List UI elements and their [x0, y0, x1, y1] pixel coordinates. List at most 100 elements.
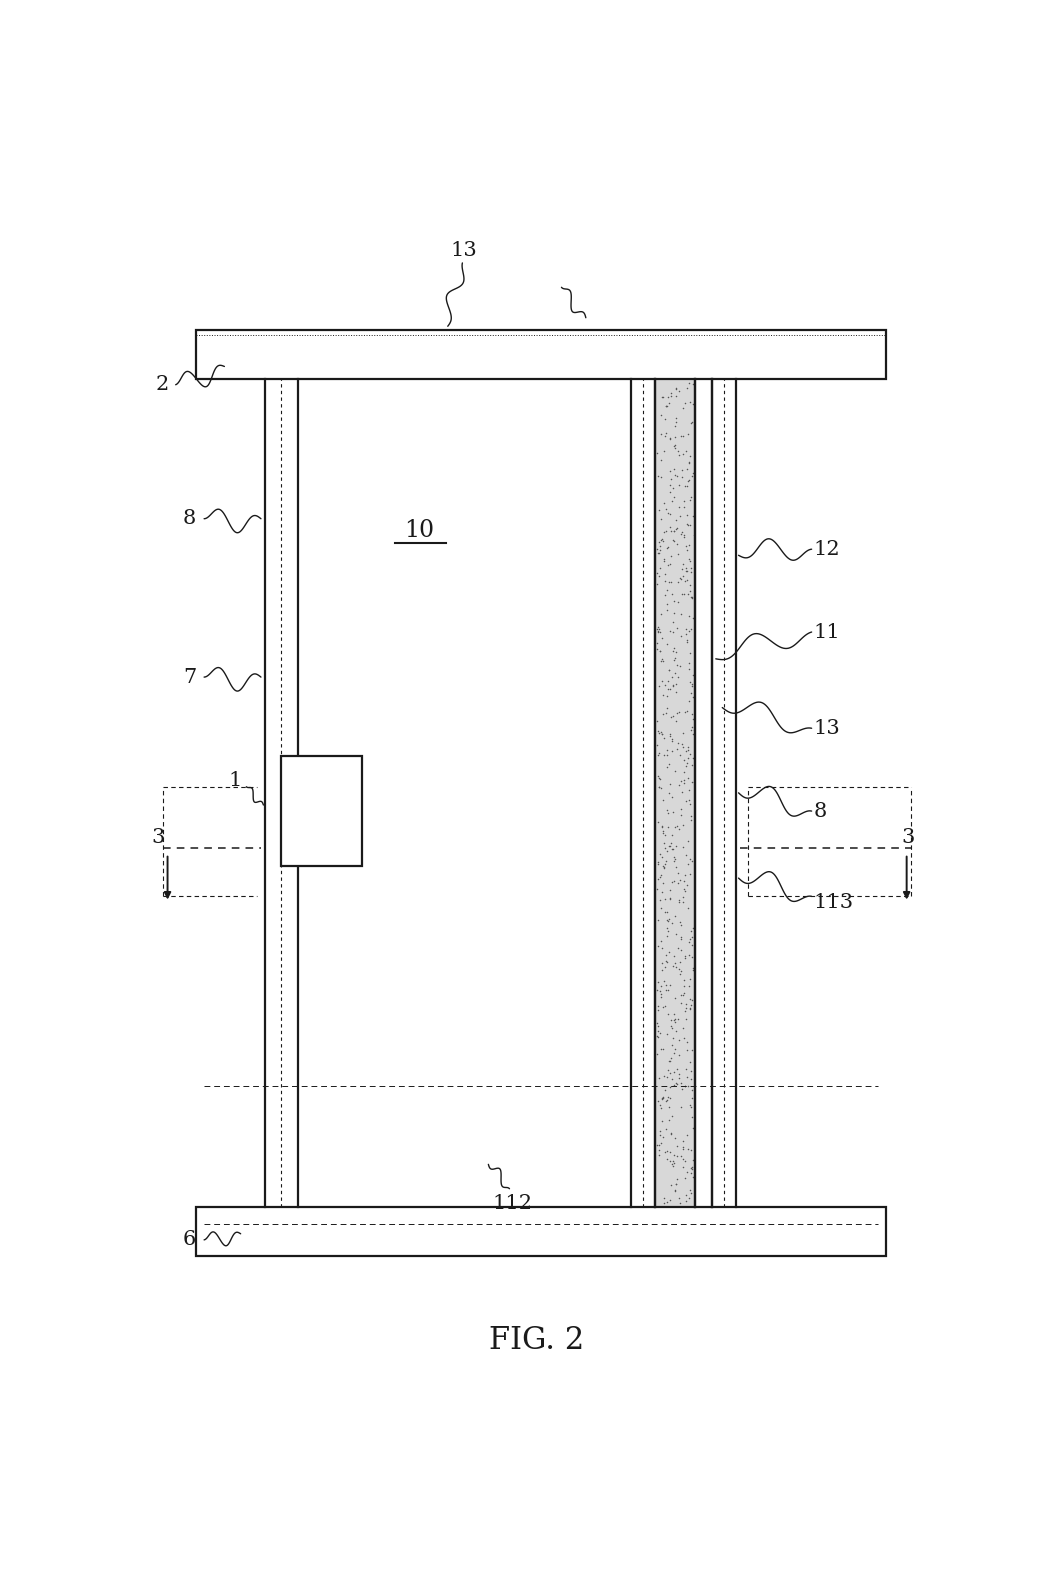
Point: [684, 503, 701, 528]
Point: [676, 494, 693, 519]
Point: [667, 1036, 683, 1062]
Point: [652, 842, 669, 867]
Point: [655, 490, 672, 516]
Point: [662, 519, 679, 544]
Point: [656, 1063, 673, 1088]
Point: [665, 1008, 682, 1033]
Point: [659, 755, 676, 780]
Point: [667, 424, 683, 449]
Point: [664, 475, 681, 500]
Point: [653, 464, 670, 489]
Point: [652, 979, 669, 1005]
Point: [662, 501, 679, 527]
Point: [654, 818, 671, 843]
Point: [660, 751, 677, 777]
Point: [664, 870, 681, 895]
Point: [657, 568, 674, 593]
Point: [671, 495, 687, 520]
Point: [676, 878, 693, 903]
Point: [671, 888, 687, 913]
Point: [677, 391, 694, 416]
Point: [667, 462, 683, 487]
Point: [663, 728, 680, 753]
Point: [678, 630, 695, 655]
Point: [671, 889, 687, 914]
Point: [650, 997, 667, 1022]
Point: [678, 843, 695, 869]
Point: [651, 1133, 668, 1158]
Point: [663, 1016, 680, 1041]
Point: [668, 922, 684, 948]
Point: [662, 1172, 679, 1198]
Point: [654, 1085, 671, 1111]
Point: [683, 672, 700, 698]
Point: [655, 1036, 672, 1062]
Point: [659, 552, 676, 577]
Point: [684, 606, 701, 631]
Point: [682, 680, 699, 706]
Point: [682, 484, 699, 509]
Point: [680, 766, 697, 791]
Point: [684, 1156, 701, 1182]
Point: [672, 867, 689, 892]
Point: [650, 718, 667, 744]
Point: [683, 1036, 700, 1062]
Point: [682, 615, 699, 641]
Point: [664, 619, 681, 644]
Point: [672, 503, 689, 528]
Point: [662, 459, 679, 484]
Point: [674, 834, 691, 859]
Point: [653, 1131, 670, 1156]
Point: [650, 933, 667, 959]
Point: [653, 601, 670, 626]
Point: [681, 604, 698, 630]
Point: [659, 838, 676, 864]
Point: [667, 986, 683, 1011]
Point: [671, 378, 687, 403]
Point: [677, 995, 694, 1020]
Point: [685, 718, 702, 744]
Point: [662, 383, 679, 408]
Point: [682, 1137, 699, 1163]
Point: [664, 739, 681, 764]
Point: [650, 539, 667, 565]
Point: [652, 620, 669, 645]
Point: [683, 769, 700, 794]
Point: [657, 422, 674, 448]
Point: [668, 405, 684, 430]
Text: 8: 8: [182, 509, 196, 528]
Point: [649, 440, 665, 465]
Point: [663, 1152, 680, 1177]
Point: [665, 943, 682, 968]
Point: [682, 987, 699, 1012]
Point: [662, 426, 679, 451]
Point: [677, 1074, 694, 1099]
Point: [683, 1066, 700, 1092]
Point: [680, 451, 697, 476]
Point: [654, 384, 671, 410]
Point: [668, 639, 684, 664]
Point: [671, 471, 687, 497]
Text: 1: 1: [228, 770, 242, 789]
Point: [670, 935, 686, 960]
Point: [685, 916, 702, 941]
Point: [664, 954, 681, 979]
Point: [676, 876, 693, 902]
Point: [658, 592, 675, 617]
Point: [654, 935, 671, 960]
Point: [674, 1136, 691, 1161]
Point: [676, 998, 693, 1024]
Point: [673, 519, 690, 544]
Point: [662, 1149, 679, 1174]
Point: [653, 528, 670, 554]
Point: [672, 566, 689, 592]
Point: [662, 1085, 679, 1111]
Point: [674, 884, 691, 910]
Point: [683, 464, 700, 489]
Point: [678, 533, 695, 558]
Point: [654, 845, 671, 870]
Point: [662, 723, 679, 748]
Point: [667, 903, 683, 929]
Point: [652, 538, 669, 563]
Point: [675, 441, 692, 467]
